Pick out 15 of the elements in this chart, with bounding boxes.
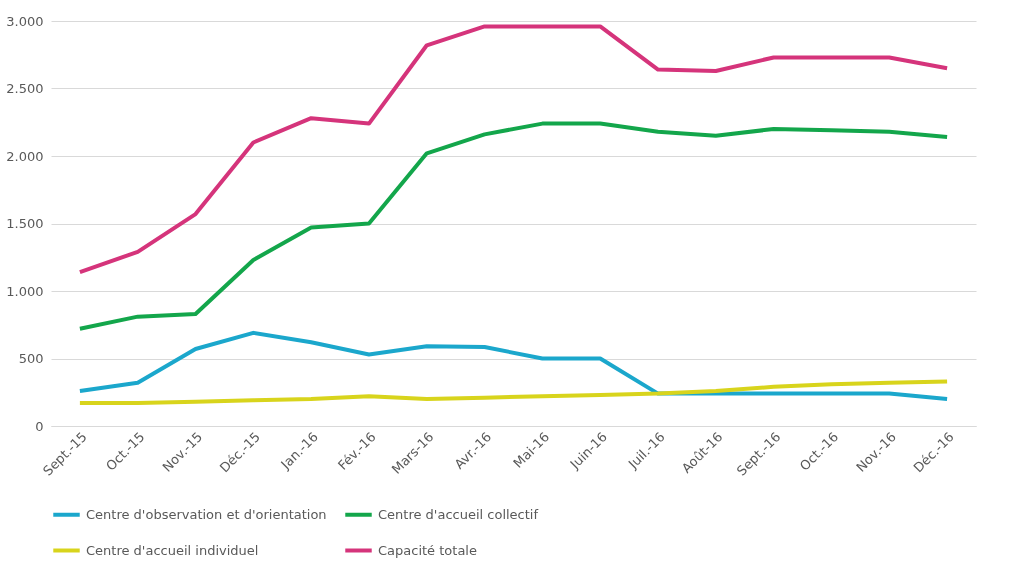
line-series [77, 121, 950, 331]
y-tick-label: 1.500 [6, 216, 44, 231]
legend-label: Centre d'accueil individuel [86, 542, 259, 558]
y-tick-label: 2.500 [6, 81, 44, 96]
y-tick-label: 2.000 [6, 148, 44, 164]
y-tick-label: 0 [35, 418, 44, 434]
y-tick-label: 1.000 [6, 283, 44, 299]
y-tick-label: 3.000 [6, 13, 44, 29]
line-series [77, 379, 950, 406]
legend-label: Centre d'observation et d'orientation [86, 506, 327, 522]
line-series [77, 24, 950, 275]
legend-label: Centre d'accueil collectif [378, 506, 539, 522]
line-series [77, 330, 950, 401]
y-tick-label: 500 [18, 351, 44, 366]
legend-label: Capacité totale [378, 542, 477, 558]
